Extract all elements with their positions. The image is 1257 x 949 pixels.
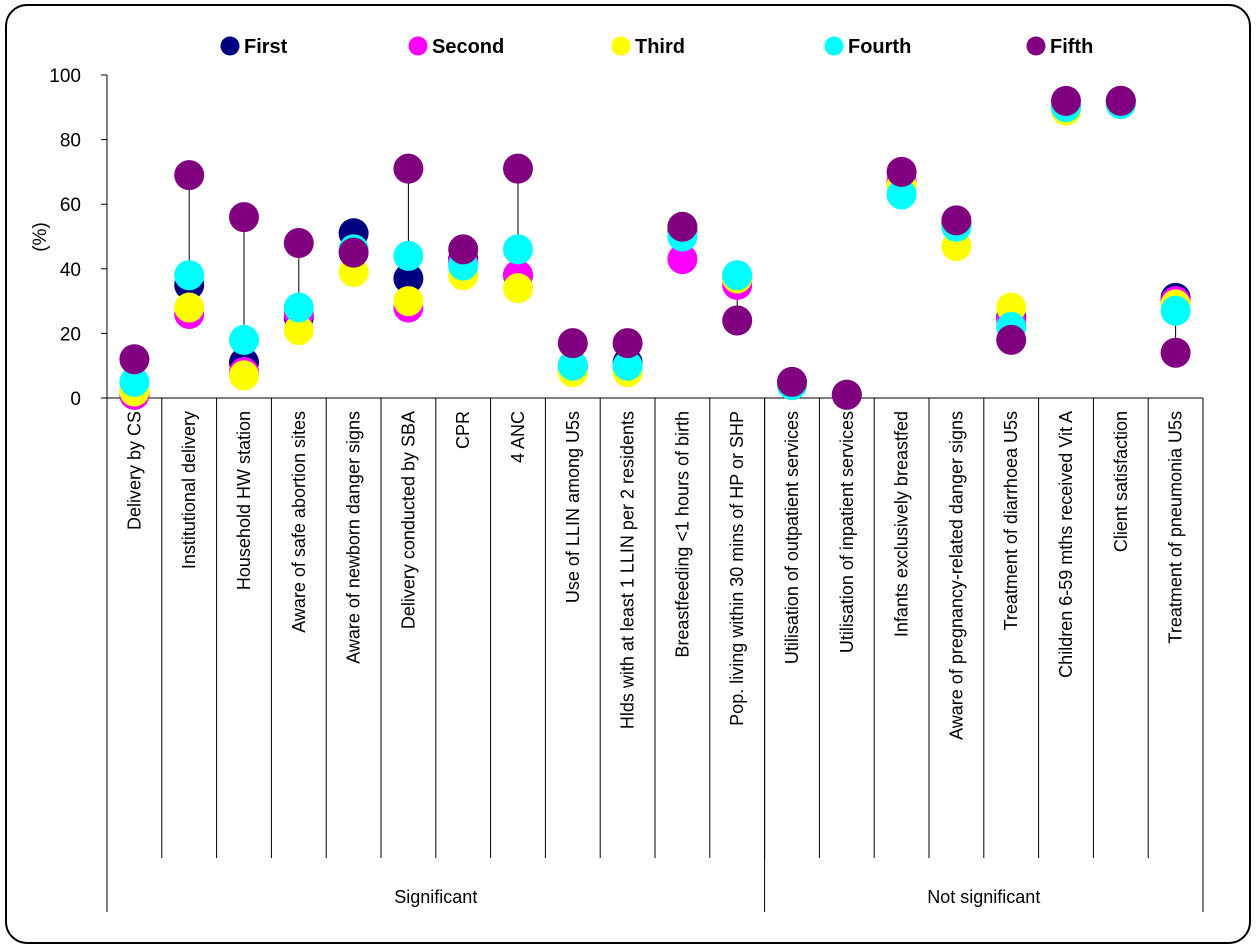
point-fifth	[174, 160, 205, 191]
legend-marker-fifth	[1026, 36, 1046, 56]
point-third	[229, 360, 259, 391]
category-labels: Delivery by CS Institutional delivery Hous…	[124, 411, 1185, 740]
category-label: Delivery conducted by SBA	[398, 411, 418, 629]
axes: 0 20 40 60 80 100	[49, 66, 1204, 912]
category-label: Aware of pregnancy-related danger signs	[946, 411, 966, 740]
category-label: Treatment of pneumonia U5s	[1166, 411, 1186, 643]
category-label: Client satisfaction	[1111, 411, 1131, 552]
legend-marker-third	[611, 36, 631, 56]
group-labels: Significant Not significant	[394, 887, 1040, 907]
category-label: Institutional delivery	[179, 411, 199, 569]
category-label: Household HW station	[234, 411, 254, 590]
point-fourth	[886, 179, 917, 210]
chart-frame	[5, 4, 1251, 944]
point-fifth	[612, 328, 643, 359]
y-axis-label: (%)	[30, 222, 51, 252]
point-second	[667, 244, 698, 275]
legend-label-fourth: Fourth	[848, 36, 911, 58]
y-tick-label: 40	[60, 260, 81, 281]
legend-marker-second	[408, 36, 428, 56]
point-fifth	[941, 205, 972, 236]
category-label: Utilisation of inpatient services	[837, 411, 857, 653]
point-third	[174, 292, 205, 323]
point-fifth	[996, 324, 1027, 355]
legend-label-fifth: Fifth	[1050, 36, 1093, 58]
category-label: Treatment of diarrhoea U5s	[1001, 411, 1021, 630]
data-points	[119, 85, 1191, 410]
point-fourth	[283, 292, 314, 323]
category-label: Children 6-59 mths received Vit A	[1056, 411, 1076, 678]
y-tick-label: 60	[60, 195, 81, 216]
group-label: Not significant	[927, 887, 1040, 907]
category-label: Infants exclusively breastfed	[892, 411, 912, 637]
point-fifth	[557, 328, 588, 359]
category-label: Breastfeeding <1 hours of birth	[672, 411, 692, 658]
point-fifth	[119, 344, 150, 375]
point-fifth	[393, 153, 424, 184]
y-tick-label: 100	[49, 66, 81, 87]
point-fifth	[777, 366, 807, 397]
point-fifth	[283, 227, 314, 258]
category-label: Hlds with at least 1 LLIN per 2 resident…	[618, 411, 638, 729]
point-fourth	[557, 350, 588, 381]
point-fifth	[1051, 85, 1081, 116]
category-label: Aware of safe abortion sites	[289, 411, 309, 633]
point-fifth	[1160, 337, 1191, 368]
y-tick-label: 80	[60, 131, 81, 152]
point-fifth	[667, 211, 698, 242]
point-first	[393, 263, 424, 294]
point-fifth	[1105, 85, 1136, 116]
legend-label-first: First	[244, 36, 288, 58]
category-label: Use of LLIN among U5s	[563, 411, 583, 603]
point-fourth	[722, 260, 753, 291]
point-fourth	[1160, 295, 1191, 326]
y-tick-label: 20	[60, 324, 81, 345]
point-third	[283, 315, 314, 346]
point-fourth	[503, 234, 533, 265]
point-fifth	[831, 379, 862, 410]
legend: First Second Third Fourth Fifth	[220, 36, 1093, 58]
point-fourth	[119, 366, 150, 397]
category-label: Aware of newborn danger signs	[344, 411, 364, 664]
legend-label-second: Second	[432, 36, 504, 58]
point-fifth	[338, 237, 369, 268]
category-label: Pop. living within 30 mins of HP or SHP	[727, 411, 747, 726]
category-label: 4 ANC	[508, 411, 528, 463]
group-label: Significant	[394, 887, 477, 907]
category-label: Delivery by CS	[124, 411, 144, 530]
point-fifth	[503, 153, 533, 184]
point-third	[503, 273, 533, 304]
point-fifth	[229, 202, 259, 233]
point-fifth	[448, 234, 479, 265]
point-fourth	[174, 260, 205, 291]
point-fifth	[886, 156, 917, 187]
category-label: CPR	[453, 411, 473, 449]
legend-label-third: Third	[635, 36, 685, 58]
y-tick-label: 0	[70, 389, 81, 410]
point-third	[393, 286, 424, 317]
legend-marker-fourth	[824, 36, 844, 56]
category-label: Utilisation of outpatient services	[782, 411, 802, 664]
point-fourth	[612, 350, 643, 381]
point-fourth	[229, 324, 259, 355]
legend-marker-first	[220, 36, 240, 56]
point-fifth	[722, 305, 753, 336]
point-fourth	[393, 240, 424, 271]
